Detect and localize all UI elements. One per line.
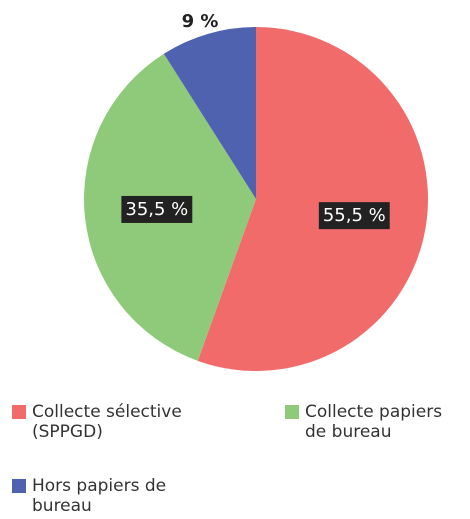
data-label: 9 % [182,11,219,32]
legend-label: Collecte papiers de bureau [305,402,443,442]
data-label-bg [121,195,193,223]
pie-chart: 55,5 % 35,5 % 9 % [83,11,428,371]
pie-slice [197,27,428,371]
data-label-group: 35,5 % [121,195,193,223]
legend-label: Hors papiers de bureau [32,476,167,516]
data-label: 55,5 % [323,205,386,226]
data-label-group: 55,5 % [318,202,390,230]
legend-item: Hors papiers de bureau [12,476,172,516]
legend-swatch [12,479,26,493]
pie-slice [163,27,256,199]
legend-swatch [12,405,26,419]
data-label: 35,5 % [125,199,188,220]
legend-label: Collecte sélective (SPPGD) [32,402,182,442]
legend-item: Collecte papiers de bureau [285,402,465,442]
legend-item: Collecte sélective (SPPGD) [12,402,232,442]
legend-swatch [285,405,299,419]
data-label-bg [318,202,390,230]
